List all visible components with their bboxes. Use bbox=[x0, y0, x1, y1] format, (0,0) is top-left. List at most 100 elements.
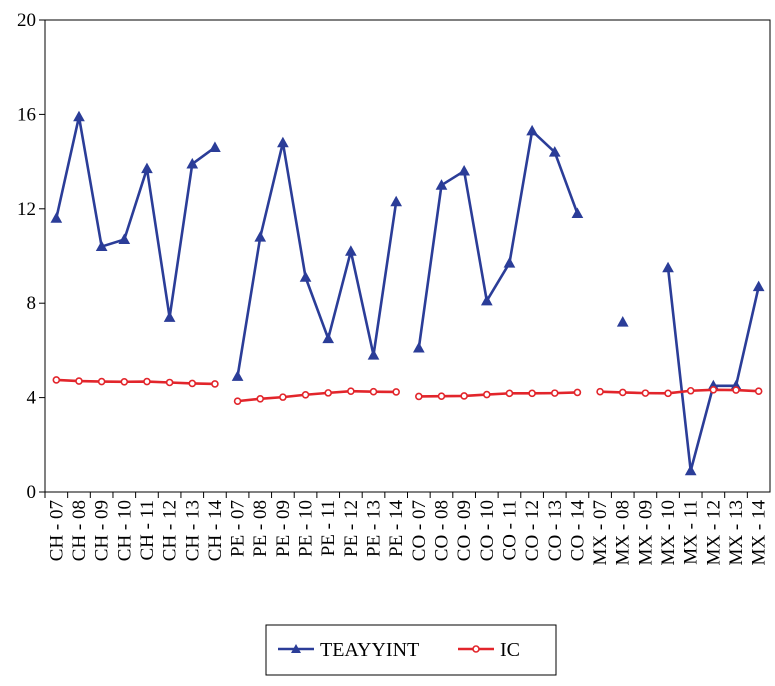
x-tick-label-23: CO - 14 bbox=[567, 500, 588, 562]
series-ic-point-26 bbox=[641, 389, 650, 397]
legend: TEAYYINT IC bbox=[265, 624, 557, 676]
y-tick-label-5: 20 bbox=[17, 10, 36, 31]
series-ic-point-13 bbox=[347, 387, 355, 396]
series-ic-point-30 bbox=[732, 386, 740, 394]
x-tick-label-2: CH - 09 bbox=[92, 500, 113, 561]
x-tick-label-21: CO - 12 bbox=[522, 500, 543, 561]
series-ic-point-6 bbox=[188, 379, 197, 388]
series-teayyint-point-14 bbox=[367, 349, 380, 360]
x-tick-label-10: PE - 09 bbox=[273, 500, 294, 557]
series-ic-point-18 bbox=[460, 392, 468, 400]
x-tick-label-17: CO - 08 bbox=[431, 500, 452, 561]
y-tick-label-1: 4 bbox=[27, 388, 37, 409]
series-ic-point-3 bbox=[120, 377, 129, 386]
x-tick-label-11: PE - 10 bbox=[296, 500, 317, 557]
x-tick-label-15: PE - 14 bbox=[386, 500, 407, 558]
series-ic-point-14 bbox=[369, 387, 378, 396]
series-teayyint-point-5 bbox=[163, 311, 176, 322]
x-tick-label-3: CH - 10 bbox=[114, 500, 135, 561]
series-teayyint-line-0-0 bbox=[55, 115, 216, 319]
series-teayyint-point-25 bbox=[616, 316, 629, 327]
x-tick-label-31: MX - 14 bbox=[749, 500, 770, 566]
x-tick-label-27: MX - 10 bbox=[658, 500, 679, 565]
series-ic-point-15 bbox=[392, 388, 400, 396]
series-teayyint-point-0 bbox=[50, 212, 63, 223]
series-teayyint-point-22 bbox=[548, 146, 561, 157]
series-ic-point-12 bbox=[324, 389, 333, 397]
series-ic-point-23 bbox=[573, 388, 582, 397]
plot-frame bbox=[44, 19, 771, 493]
x-tick-label-26: MX - 09 bbox=[635, 500, 656, 565]
series-ic-point-11 bbox=[301, 390, 310, 399]
series-teayyint-point-13 bbox=[345, 245, 357, 256]
series-ic-point-28 bbox=[686, 386, 695, 395]
series-teayyint-point-16 bbox=[412, 342, 425, 353]
x-tick-label-14: PE - 13 bbox=[364, 500, 385, 557]
legend-teayyint-marker bbox=[291, 644, 301, 653]
series-layer bbox=[50, 110, 765, 476]
x-tick-label-22: CO - 13 bbox=[545, 500, 566, 561]
series-teayyint-point-8 bbox=[231, 370, 244, 381]
x-tick-label-29: MX - 12 bbox=[703, 500, 724, 565]
series-ic-point-19 bbox=[482, 390, 491, 399]
x-tick-label-20: CO - 11 bbox=[499, 500, 520, 561]
series-ic-point-27 bbox=[664, 389, 672, 398]
series-ic-point-7 bbox=[211, 380, 219, 388]
x-tick-label-19: CO - 10 bbox=[477, 500, 498, 561]
series-ic-point-0 bbox=[52, 376, 61, 384]
series-ic-point-22 bbox=[550, 389, 559, 397]
legend-ic-marker bbox=[472, 645, 480, 653]
legend-teayyint-label: TEAYYINT bbox=[320, 639, 419, 661]
series-teayyint-point-2 bbox=[95, 240, 108, 252]
series-ic-point-21 bbox=[528, 389, 536, 398]
y-tick-label-2: 8 bbox=[27, 293, 37, 314]
x-tick-label-12: PE - 11 bbox=[318, 500, 339, 556]
x-tick-label-8: PE - 07 bbox=[228, 500, 249, 557]
x-tick-label-28: MX - 11 bbox=[681, 500, 702, 565]
series-ic-point-9 bbox=[256, 394, 265, 403]
series-ic-point-1 bbox=[75, 377, 83, 385]
series-ic-point-29 bbox=[709, 386, 718, 394]
legend-box bbox=[265, 624, 557, 676]
series-ic-point-24 bbox=[596, 387, 604, 396]
x-tick-label-9: PE - 08 bbox=[250, 500, 271, 557]
series-ic-point-8 bbox=[233, 397, 242, 405]
series-ic-point-31 bbox=[754, 387, 763, 396]
x-tick-label-5: CH - 12 bbox=[160, 500, 181, 561]
y-tick-label-0: 0 bbox=[27, 482, 37, 503]
x-tick-label-6: CH - 13 bbox=[182, 500, 203, 561]
series-teayyint-point-10 bbox=[277, 136, 289, 148]
x-tick-label-0: CH - 07 bbox=[46, 500, 67, 561]
x-tick-label-25: MX - 08 bbox=[613, 500, 634, 565]
series-teayyint-point-9 bbox=[254, 231, 267, 242]
series-teayyint-point-20 bbox=[503, 257, 516, 268]
series-teayyint-line-1-0 bbox=[236, 141, 398, 377]
y-tick-label-4: 16 bbox=[17, 104, 36, 125]
axes-layer bbox=[44, 19, 771, 493]
series-teayyint-point-17 bbox=[435, 179, 448, 190]
series-ic-point-5 bbox=[165, 378, 174, 387]
series-teayyint-point-1 bbox=[73, 110, 85, 122]
x-tick-label-30: MX - 13 bbox=[726, 500, 747, 565]
series-teayyint-point-31 bbox=[752, 280, 765, 292]
series-ic-point-17 bbox=[437, 392, 446, 400]
y-tick-label-3: 12 bbox=[17, 199, 36, 220]
series-ic-point-16 bbox=[415, 392, 423, 401]
series-ic-point-10 bbox=[279, 393, 287, 401]
x-tick-label-7: CH - 14 bbox=[205, 500, 226, 562]
x-tick-label-16: CO - 07 bbox=[409, 500, 430, 561]
x-tick-label-13: PE - 12 bbox=[341, 500, 362, 557]
x-tick-label-1: CH - 08 bbox=[69, 500, 90, 561]
series-teayyint-point-23 bbox=[571, 207, 584, 219]
series-ic-point-2 bbox=[97, 377, 106, 386]
series-teayyint-point-19 bbox=[480, 294, 493, 306]
series-teayyint-point-21 bbox=[526, 124, 538, 136]
series-teayyint-point-15 bbox=[390, 195, 403, 207]
series-ic-point-4 bbox=[143, 377, 151, 386]
x-tick-label-24: MX - 07 bbox=[590, 500, 611, 565]
series-teayyint-point-11 bbox=[299, 271, 312, 282]
series-teayyint-point-4 bbox=[141, 162, 153, 174]
series-teayyint-point-7 bbox=[209, 141, 221, 152]
series-teayyint-line-2-0 bbox=[417, 129, 579, 349]
